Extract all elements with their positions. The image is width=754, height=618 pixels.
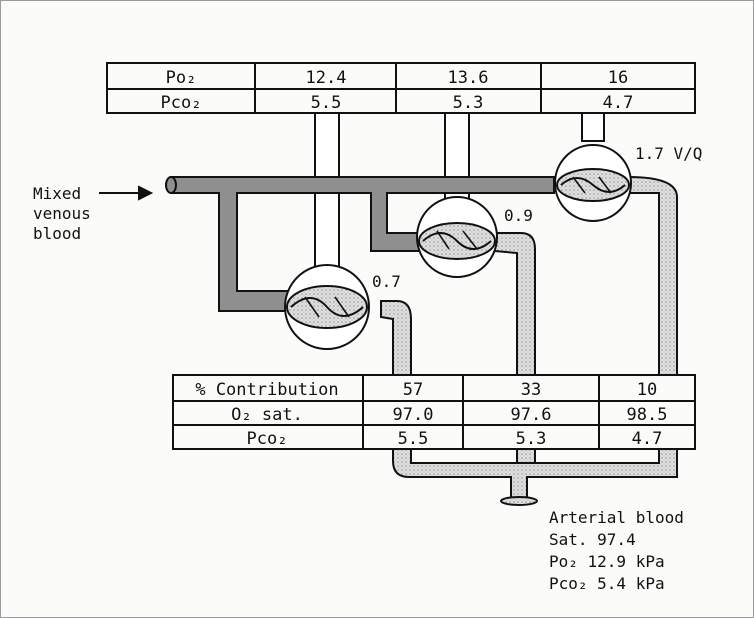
contribution-value-c: 10 bbox=[637, 380, 657, 400]
arterial-blood-summary: Arterial blood Sat. 97.4 Po₂ 12.9 kPa Pc… bbox=[549, 508, 684, 593]
arrow-right-icon bbox=[99, 185, 154, 201]
top-pco2-value-b: 5.3 bbox=[453, 93, 484, 113]
mixed-venous-line2: venous bbox=[33, 204, 91, 223]
contribution-value-b: 33 bbox=[521, 380, 541, 400]
top-po2-value-c: 16 bbox=[608, 68, 628, 88]
arterial-title: Arterial blood bbox=[549, 508, 684, 527]
vq-label-unit-a: 0.7 bbox=[372, 272, 401, 291]
alveolus-unit-c bbox=[554, 144, 632, 222]
o2sat-value-a: 97.0 bbox=[393, 405, 434, 425]
bottom-table bbox=[172, 374, 696, 450]
vq-label-unit-b: 0.9 bbox=[504, 206, 533, 225]
vq-label-unit-c: 1.7 V/Q bbox=[635, 144, 702, 163]
bottom-row-o2sat-label: O₂ sat. bbox=[231, 405, 303, 425]
bottom-pco2-value-a: 5.5 bbox=[398, 429, 429, 449]
alveolus-unit-b bbox=[416, 196, 498, 278]
bottom-pco2-value-b: 5.3 bbox=[516, 429, 547, 449]
top-po2-value-b: 13.6 bbox=[448, 68, 489, 88]
contribution-value-a: 57 bbox=[403, 380, 423, 400]
top-po2-value-a: 12.4 bbox=[306, 68, 347, 88]
top-row-po2-label: Po₂ bbox=[166, 68, 197, 88]
bottom-pco2-value-c: 4.7 bbox=[632, 429, 663, 449]
alveolus-unit-a bbox=[284, 264, 370, 350]
mixed-venous-label: Mixed venous blood bbox=[33, 184, 91, 243]
top-pco2-value-a: 5.5 bbox=[311, 93, 342, 113]
bottom-row-pco2-label: Pco₂ bbox=[247, 429, 288, 449]
bottom-row-contribution-label: % Contribution bbox=[195, 380, 338, 400]
o2sat-value-c: 98.5 bbox=[627, 405, 668, 425]
arterial-po2: Po₂ 12.9 kPa bbox=[549, 552, 665, 571]
top-row-pco2-label: Pco₂ bbox=[161, 93, 202, 113]
top-pco2-value-c: 4.7 bbox=[603, 93, 634, 113]
arterial-sat: Sat. 97.4 bbox=[549, 530, 636, 549]
arterial-pco2: Pco₂ 5.4 kPa bbox=[549, 574, 665, 593]
mixed-venous-line1: Mixed bbox=[33, 184, 81, 203]
mixed-venous-line3: blood bbox=[33, 224, 81, 243]
top-table bbox=[106, 62, 696, 114]
venous-pathway bbox=[165, 176, 555, 312]
o2sat-value-b: 97.6 bbox=[511, 405, 552, 425]
